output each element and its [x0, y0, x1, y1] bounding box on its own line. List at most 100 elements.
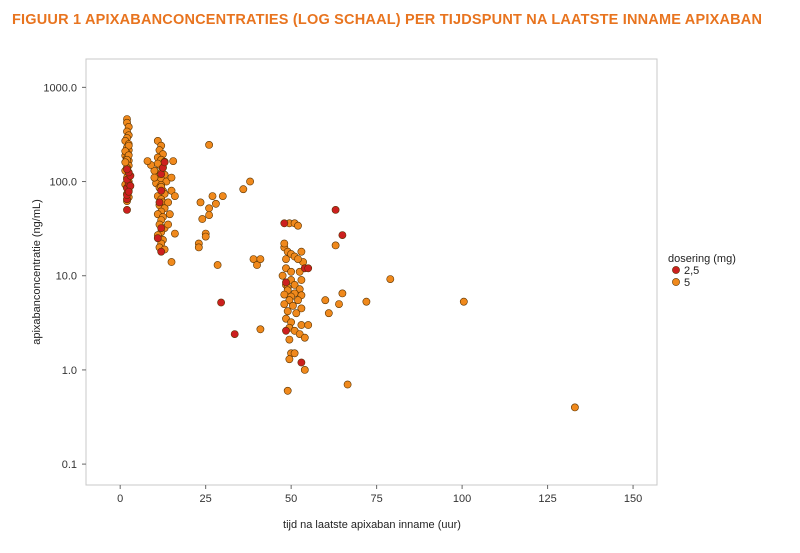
data-point-dose-5 [294, 255, 302, 263]
x-tick-label: 50 [285, 493, 297, 505]
data-point-dose-5 [459, 297, 468, 306]
data-point-dose-2-5 [157, 224, 166, 232]
data-point-dose-5 [282, 255, 290, 263]
data-point-dose-5 [300, 365, 309, 374]
data-point-dose-5 [283, 386, 292, 395]
data-point-dose-2-5 [123, 165, 131, 174]
data-point-dose-5 [167, 173, 176, 182]
data-point-dose-5 [280, 290, 289, 299]
data-point-dose-2-5 [280, 219, 289, 228]
legend-marker-dose-5 [672, 278, 680, 286]
data-point-dose-5 [150, 173, 159, 182]
data-point-dose-2-5 [157, 186, 166, 195]
data-point-dose-5 [205, 211, 213, 219]
data-point-dose-2-5 [304, 264, 313, 273]
y-axis: 0.1 1.0 10.0 100.0 1000.0 [43, 82, 86, 471]
data-point-dose-5 [290, 349, 299, 358]
data-point-dose-5 [285, 335, 294, 344]
data-point-dose-5 [211, 199, 220, 208]
data-point-dose-5 [297, 276, 306, 284]
data-point-dose-5 [208, 192, 217, 200]
data-point-dose-5 [297, 304, 306, 313]
data-point-dose-5 [167, 258, 176, 266]
data-point-dose-2-5 [230, 330, 239, 338]
legend-marker-dose-2-5 [672, 266, 680, 274]
y-tick-label: 10.0 [56, 271, 77, 283]
data-point-dose-5 [304, 321, 313, 329]
data-point-dose-2-5 [338, 231, 347, 239]
data-point-dose-5 [218, 192, 227, 200]
data-point-dose-5 [239, 185, 248, 194]
data-point-dose-5 [205, 204, 213, 213]
data-point-dose-2-5 [282, 278, 290, 287]
data-point-dose-5 [256, 325, 265, 334]
y-tick-label: 1000.0 [43, 82, 77, 94]
data-point-dose-5 [283, 307, 292, 316]
data-point-dose-5 [294, 296, 302, 305]
data-point-dose-2-5 [160, 158, 169, 167]
data-point-dose-5 [170, 229, 179, 238]
data-point-dose-5 [321, 296, 330, 305]
y-axis-label: apixabanconcentratie (ng/mL) [31, 199, 43, 345]
x-axis: 0 25 50 75 100 125 150 [117, 485, 642, 505]
figure-title: FIGUUR 1 APIXABANCONCENTRATIES (LOG SCHA… [12, 12, 763, 28]
x-tick-label: 0 [117, 493, 123, 505]
data-point-dose-2-5 [217, 298, 225, 307]
data-point-dose-5 [165, 210, 174, 219]
data-point-dose-5 [571, 403, 579, 412]
data-point-dose-2-5 [155, 198, 164, 207]
data-point-dose-2-5 [297, 358, 306, 367]
legend-label-dose-5: 5 [684, 277, 690, 289]
legend: dosering (mg) 2,5 5 [668, 253, 736, 289]
data-point-dose-5 [290, 280, 299, 289]
x-tick-label: 125 [538, 493, 556, 505]
x-tick-label: 75 [371, 493, 383, 505]
data-point-dose-5 [169, 157, 178, 165]
legend-title: dosering (mg) [668, 253, 736, 265]
data-point-dose-5 [246, 177, 254, 186]
data-point-dose-5 [331, 241, 340, 250]
data-point-dose-5 [194, 243, 203, 252]
data-point-dose-5 [256, 255, 265, 263]
data-point-dose-5 [324, 309, 333, 318]
y-tick-label: 1.0 [62, 365, 77, 377]
data-point-dose-5 [280, 300, 289, 308]
data-point-dose-5 [198, 215, 207, 223]
data-point-dose-5 [285, 296, 294, 305]
data-point-dose-5 [362, 297, 371, 306]
x-tick-label: 100 [453, 493, 471, 505]
data-point-dose-2-5 [124, 187, 133, 196]
data-point-dose-5 [285, 355, 294, 364]
data-point-dose-5 [278, 271, 287, 280]
y-tick-label: 100.0 [49, 177, 77, 189]
data-point-dose-5 [121, 158, 130, 167]
data-point-dose-5 [164, 220, 172, 229]
data-point-dose-5 [300, 333, 309, 342]
data-point-dose-5 [343, 380, 352, 389]
data-points [121, 115, 579, 412]
x-tick-label: 25 [200, 493, 212, 505]
data-point-dose-5 [294, 221, 302, 230]
x-axis-label: tijd na laatste apixaban inname (uur) [283, 519, 461, 531]
x-tick-label: 150 [624, 493, 642, 505]
data-point-dose-5 [338, 289, 347, 298]
data-point-dose-5 [201, 232, 210, 241]
data-point-dose-2-5 [282, 326, 290, 335]
data-point-dose-5 [213, 261, 222, 269]
data-point-dose-5 [196, 198, 205, 207]
data-point-dose-5 [386, 275, 395, 283]
data-point-dose-5 [287, 267, 295, 276]
data-point-dose-5 [280, 239, 289, 248]
data-point-dose-5 [143, 157, 152, 165]
data-point-dose-2-5 [153, 234, 162, 243]
legend-label-dose-2-5: 2,5 [684, 265, 699, 277]
data-point-dose-5 [253, 261, 261, 269]
data-point-dose-5 [164, 198, 172, 207]
data-point-dose-2-5 [331, 205, 340, 214]
data-point-dose-5 [205, 140, 213, 149]
data-point-dose-5 [335, 300, 343, 308]
data-point-dose-5 [297, 247, 306, 256]
data-point-dose-5 [288, 301, 297, 310]
y-tick-label: 0.1 [62, 459, 77, 471]
